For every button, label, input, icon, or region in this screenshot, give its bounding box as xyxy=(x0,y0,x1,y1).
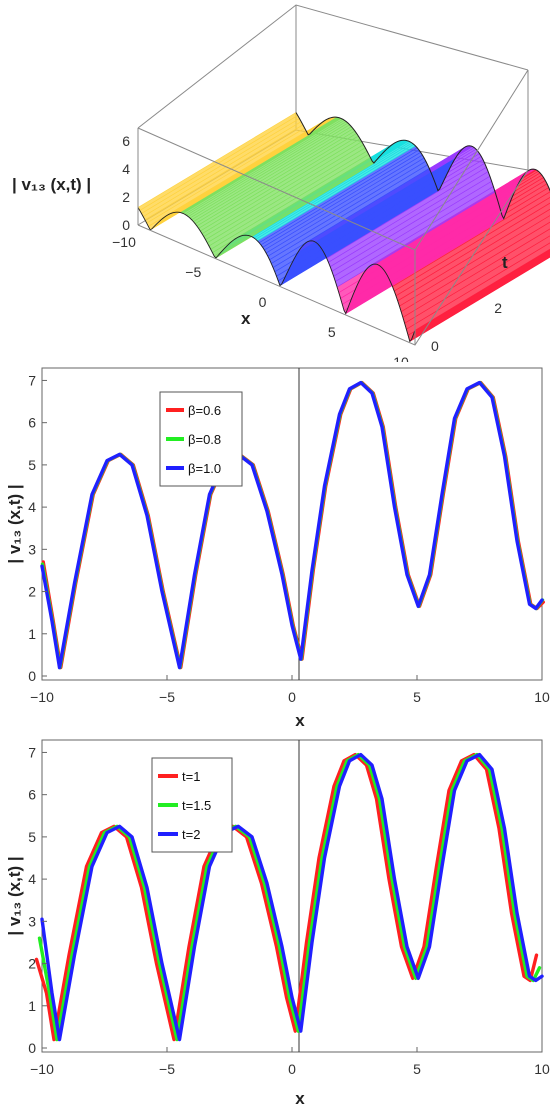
x-tick-label: 0 xyxy=(288,689,296,705)
x-axis-label: x xyxy=(241,309,251,328)
t-tick-label: 2 xyxy=(494,300,502,316)
y-tick-label: 4 xyxy=(28,499,36,515)
x-axis-label: x xyxy=(295,1089,305,1108)
y-tick-label: 7 xyxy=(28,372,36,388)
y-tick-label: 0 xyxy=(28,1040,36,1056)
y-tick-label: 0 xyxy=(28,668,36,684)
plot-frame xyxy=(41,367,543,681)
y-tick-label: 3 xyxy=(28,913,36,929)
y-tick-label: 6 xyxy=(28,415,36,431)
y-tick-label: 1 xyxy=(28,626,36,642)
series-line-2 xyxy=(40,380,544,670)
x-tick-label: −10 xyxy=(30,1061,54,1077)
z-tick-label: 2 xyxy=(122,189,130,205)
series-line-0 xyxy=(34,752,539,1042)
y-tick-label: 5 xyxy=(28,829,36,845)
y-tick-label: 3 xyxy=(28,541,36,557)
legend-label-t-1: t=1 xyxy=(182,769,200,784)
x-tick-label: 10 xyxy=(534,1061,550,1077)
y-tick-label: 1 xyxy=(28,998,36,1014)
x-tick-label: 5 xyxy=(328,324,336,340)
x-tick-label: 5 xyxy=(413,1061,421,1077)
legend-label-beta-0-6: β=0.6 xyxy=(188,403,221,418)
y-axis-ticks: 0 1 2 3 4 5 6 7 xyxy=(28,372,47,684)
legend-label-beta-1-0: β=1.0 xyxy=(188,461,221,476)
series-lines xyxy=(34,752,544,1042)
y-tick-label: 6 xyxy=(28,787,36,803)
y-axis-label: | v₁₃ (x,t) | xyxy=(5,484,24,563)
x-tick-label: −5 xyxy=(185,264,201,280)
beta-line-plot: 0 1 2 3 4 5 6 7 −10 −5 0 5 10 β=0.6 β=0.8 β=1.0 | v… xyxy=(5,367,550,730)
x-tick-label: −10 xyxy=(30,689,54,705)
t-tick-label: 0 xyxy=(431,338,439,354)
z-axis-ticks: 0 2 4 6 xyxy=(122,133,130,233)
x-axis-label: x xyxy=(295,711,305,730)
z-axis-label: | v₁₃ (x,t) | xyxy=(12,175,91,194)
x-axis-ticks: −10 −5 0 5 10 xyxy=(112,234,409,362)
surface-3d-plot: 0 2 4 6 −10 −5 0 5 10 0 2 4 | v₁₃ (x,t) | x t xyxy=(12,4,550,362)
y-tick-label: 5 xyxy=(28,457,36,473)
series-lines xyxy=(40,380,545,670)
x-axis-ticks: −10 −5 0 5 10 xyxy=(30,675,550,705)
time-line-plot: 0 1 2 3 4 5 6 7 −10 −5 0 5 10 t=1 t=1.5 t=2 | v₁₃ (… xyxy=(5,739,550,1108)
x-tick-label: 5 xyxy=(413,689,421,705)
series-line-2 xyxy=(40,752,544,1042)
t-axis-label: t xyxy=(502,253,508,272)
legend: t=1 t=1.5 t=2 xyxy=(151,757,233,853)
y-tick-label: 2 xyxy=(28,956,36,972)
x-tick-label: 10 xyxy=(534,689,550,705)
z-tick-label: 4 xyxy=(122,161,130,177)
z-tick-label: 6 xyxy=(122,133,130,149)
x-tick-label: −5 xyxy=(159,1061,175,1077)
y-axis-label: | v₁₃ (x,t) | xyxy=(5,856,24,935)
box-front-edges xyxy=(137,69,529,346)
x-tick-label: −10 xyxy=(112,234,136,250)
legend: β=0.6 β=0.8 β=1.0 xyxy=(159,391,243,487)
x-axis-ticks: −10 −5 0 5 10 xyxy=(30,1047,550,1077)
z-tick-label: 0 xyxy=(122,217,130,233)
x-tick-label: 0 xyxy=(288,1061,296,1077)
legend-label-t-1-5: t=1.5 xyxy=(182,798,211,813)
t-axis-ticks: 024 xyxy=(431,300,502,354)
surface-front-edge xyxy=(137,207,416,343)
x-tick-label: 0 xyxy=(259,294,267,310)
x-tick-label: −5 xyxy=(159,689,175,705)
legend-label-t-2: t=2 xyxy=(182,827,200,842)
y-tick-label: 4 xyxy=(28,871,36,887)
y-axis-ticks: 0 1 2 3 4 5 6 7 xyxy=(28,744,47,1056)
y-tick-label: 7 xyxy=(28,744,36,760)
legend-label-beta-0-8: β=0.8 xyxy=(188,432,221,447)
surface-ridges xyxy=(137,112,550,343)
series-line-1 xyxy=(37,752,542,1042)
y-tick-label: 2 xyxy=(28,584,36,600)
x-tick-label: 10 xyxy=(393,354,409,362)
